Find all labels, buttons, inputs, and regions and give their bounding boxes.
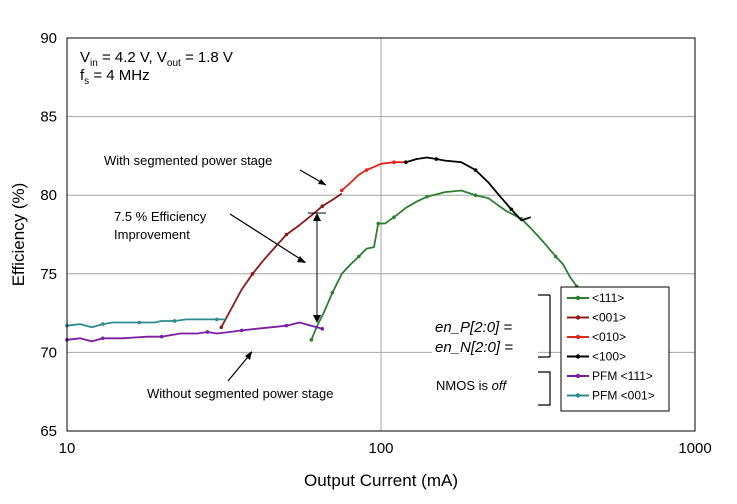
data-point (330, 290, 335, 295)
data-point (205, 330, 210, 334)
data-point (159, 334, 164, 339)
series-line (66, 318, 226, 329)
nmos-off-label: NMOS is off (436, 378, 507, 393)
svg-text:Without segmented power stage: Without segmented power stage (147, 386, 333, 401)
vin-vout-text: Vin = 4.2 V, Vout = 1.8 V (80, 49, 233, 69)
en-p-label: en_P[2:0] = (435, 319, 512, 336)
legend: <111> <001> <010> <100> PFM <111> PFM <001> (560, 286, 670, 412)
data-point (284, 232, 289, 237)
data-point (425, 194, 429, 199)
series-line (310, 189, 584, 341)
data-point (284, 323, 289, 328)
data-point (473, 193, 478, 197)
data-point (473, 168, 478, 172)
svg-text:With segmented power stage: With segmented power stage (104, 153, 272, 168)
legend-label: <010> (592, 330, 626, 344)
data-point (215, 317, 219, 322)
plot-border (66, 37, 696, 432)
tick-labels: 65 70 75 80 85 90 10 100 1000 (40, 30, 711, 457)
data-point (553, 254, 558, 259)
data-point (364, 168, 369, 172)
y-axis-title: Efficiency (%) (9, 183, 28, 287)
legend-marker (575, 354, 581, 359)
data-point (320, 204, 325, 209)
x-tick-label: 100 (368, 440, 393, 457)
legend-marker (575, 373, 581, 379)
data-point (100, 322, 105, 326)
conditions-annotation: Vin = 4.2 V, Vout = 1.8 V fs = 4 MHz (80, 49, 233, 87)
data-point (219, 325, 224, 330)
series-line (405, 156, 532, 222)
legend-marker (575, 334, 581, 340)
data-point (309, 338, 314, 342)
legend-marker (575, 393, 581, 398)
y-tick-label: 70 (40, 344, 57, 361)
y-tick-label: 80 (40, 187, 57, 204)
data-point (172, 319, 177, 323)
legend-marker (575, 315, 581, 320)
data-point (339, 188, 344, 193)
svg-text:7.5 % Efficiency: 7.5 % Efficiency (114, 209, 207, 224)
data-point (392, 160, 396, 164)
series-lines (65, 156, 584, 343)
annotation-with-segmented: With segmented power stage (98, 148, 327, 186)
data-point (100, 336, 105, 341)
data-point (376, 221, 381, 226)
y-tick-label: 65 (40, 423, 57, 440)
y-tick-label: 75 (40, 266, 57, 283)
series-line (341, 161, 406, 192)
legend-label: PFM <111> (592, 369, 653, 383)
data-point (392, 215, 396, 220)
series-line (220, 192, 343, 328)
svg-text:Improvement: Improvement (114, 227, 190, 242)
en-n-label: en_N[2:0] = (435, 339, 513, 356)
data-point (239, 328, 244, 333)
data-point (137, 320, 142, 325)
x-tick-label: 10 (59, 440, 76, 457)
x-axis-title: Output Current (mA) (304, 471, 458, 490)
data-point (509, 207, 514, 212)
enable-code-labels: en_P[2:0] = en_N[2:0] = NMOS is off (432, 294, 551, 406)
fs-text: fs = 4 MHz (80, 67, 150, 87)
legend-label: <111> (592, 291, 624, 305)
annotation-without-segmented: Without segmented power stage (140, 351, 370, 406)
y-tick-label: 90 (40, 30, 57, 47)
data-point (250, 272, 255, 276)
data-point (320, 327, 325, 331)
legend-label: PFM <001> (592, 389, 655, 403)
y-tick-label: 85 (40, 109, 57, 126)
data-point (404, 160, 408, 164)
data-point (434, 157, 439, 161)
x-tick-label: 1000 (678, 440, 711, 457)
annotation-improvement: 7.5 % Efficiency Improvement (108, 204, 326, 323)
data-point (357, 254, 361, 259)
legend-label: <100> (592, 350, 626, 364)
legend-marker (575, 295, 581, 301)
legend-label: <001> (592, 311, 626, 325)
